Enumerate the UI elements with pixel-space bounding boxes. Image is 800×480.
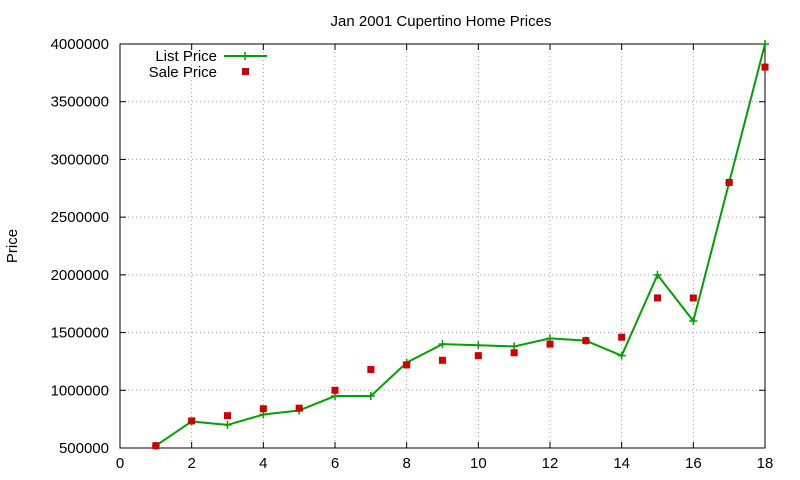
sale-price-point xyxy=(259,405,267,413)
x-tick-label: 6 xyxy=(331,455,339,472)
list-price-point xyxy=(510,342,519,351)
x-tick-label: 16 xyxy=(685,455,702,472)
list-price-point xyxy=(438,340,447,349)
y-tick-label: 1000000 xyxy=(51,382,109,399)
sale-price-point xyxy=(295,404,303,412)
sale-price-point xyxy=(474,352,482,360)
legend-swatch-sale-price xyxy=(242,68,249,75)
y-tick-label: 4000000 xyxy=(51,36,109,53)
sale-price-point xyxy=(403,361,411,369)
sale-price-point xyxy=(439,356,446,364)
y-axis-ticks: 500000 1000000 1500000 2000000 2500000 300000… xyxy=(51,36,765,457)
sale-price-point xyxy=(188,417,196,425)
y-axis-label: Price xyxy=(4,229,21,263)
legend: List Price Sale Price xyxy=(149,48,267,81)
sale-price-point xyxy=(761,63,769,71)
y-tick-label: 500000 xyxy=(59,440,109,457)
list-price-line xyxy=(155,43,766,447)
y-tick-label: 2500000 xyxy=(51,209,109,226)
sale-price-point xyxy=(152,442,160,450)
grid xyxy=(120,44,765,448)
x-tick-label: 0 xyxy=(116,455,124,472)
x-axis-ticks: 0 2 4 6 8 10 12 14 16 18 xyxy=(116,44,774,472)
x-tick-label: 4 xyxy=(259,455,267,472)
list-price-point xyxy=(223,420,232,429)
x-tick-label: 12 xyxy=(542,455,559,472)
y-tick-label: 3500000 xyxy=(51,94,109,111)
legend-marker-list-price xyxy=(241,52,249,60)
sale-price-point xyxy=(367,366,375,374)
chart-title: Jan 2001 Cupertino Home Prices xyxy=(331,13,552,30)
list-price-point xyxy=(689,317,698,326)
sale-price-point xyxy=(725,179,733,187)
sale-price-point xyxy=(331,386,339,394)
y-tick-label: 1500000 xyxy=(51,325,109,342)
sale-price-point xyxy=(618,333,626,341)
legend-label-list-price: List Price xyxy=(155,48,217,65)
list-price-point xyxy=(617,351,626,360)
sale-price-point xyxy=(689,294,697,302)
list-price-point xyxy=(366,392,375,401)
y-tick-label: 3000000 xyxy=(51,151,109,168)
list-price-point xyxy=(653,270,662,279)
sale-price-point xyxy=(654,294,661,302)
series xyxy=(151,40,769,450)
sale-price-point xyxy=(546,340,554,348)
x-tick-label: 8 xyxy=(402,455,410,472)
plot-frame xyxy=(119,43,766,449)
sale-price-point xyxy=(224,412,231,420)
legend-label-sale-price: Sale Price xyxy=(149,64,217,81)
sale-price-point xyxy=(582,337,590,345)
list-price-point xyxy=(474,341,483,350)
x-tick-label: 2 xyxy=(187,455,195,472)
x-tick-label: 18 xyxy=(757,455,774,472)
y-tick-label: 2000000 xyxy=(51,267,109,284)
x-tick-label: 14 xyxy=(613,455,630,472)
x-tick-label: 10 xyxy=(470,455,487,472)
sale-price-point xyxy=(510,349,518,357)
list-price-point xyxy=(761,40,769,48)
